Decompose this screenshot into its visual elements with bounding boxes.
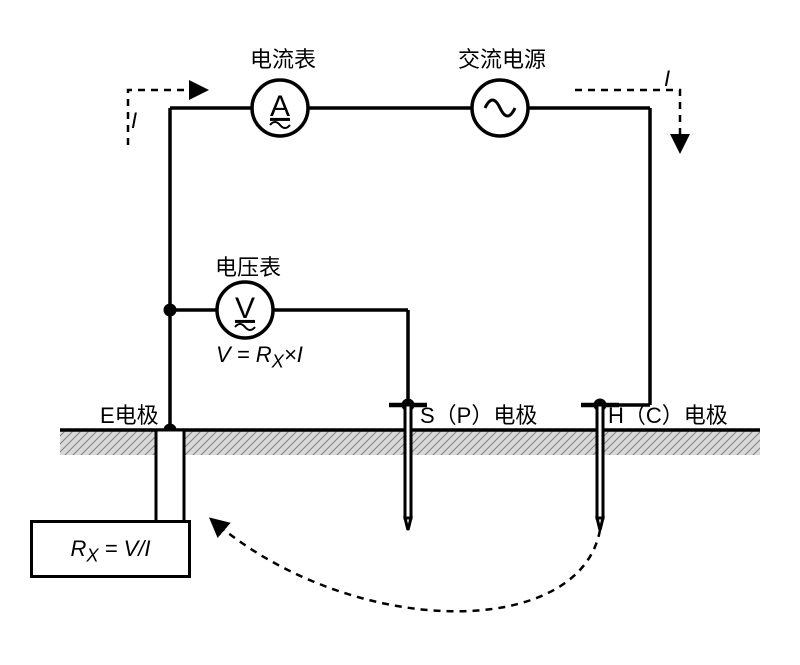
current-i-left: I: [131, 108, 137, 134]
electrode-s-label: S（P）电极: [420, 398, 537, 430]
formula-text: RX = V/I: [70, 536, 150, 561]
svg-text:V: V: [235, 292, 255, 325]
current-i-right: I: [664, 66, 670, 92]
formula-box: RX = V/I: [30, 520, 191, 578]
electrode-e-label: E电极: [100, 398, 159, 430]
electrode-h-label: H（C）电极: [608, 398, 728, 430]
ac-source-label: 交流电源: [458, 42, 546, 74]
svg-text:A: A: [270, 90, 290, 123]
voltmeter-label: 电压表: [215, 250, 281, 282]
volt-formula: V = RX×I: [216, 342, 303, 372]
ammeter-label: 电流表: [250, 42, 316, 74]
